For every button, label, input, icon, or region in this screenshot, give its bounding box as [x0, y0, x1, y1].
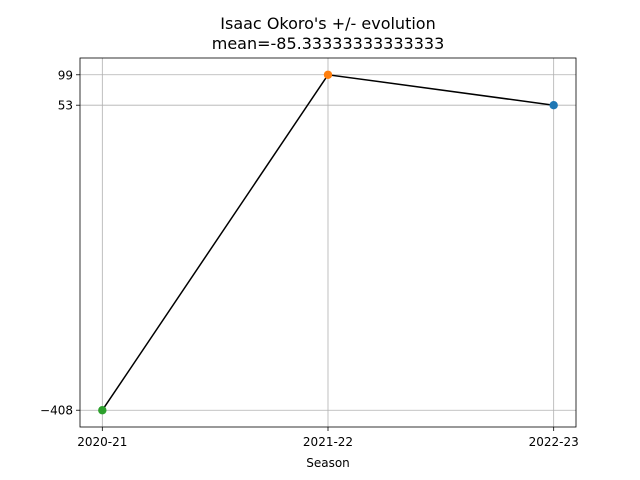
x-tick-label: 2021-22 [303, 435, 353, 449]
data-series [98, 70, 558, 415]
data-point [323, 70, 333, 79]
x-tick-label: 2020-21 [77, 435, 127, 449]
chart-title: Isaac Okoro's +/- evolution [220, 14, 435, 33]
x-axis-label: Season [306, 456, 350, 470]
y-tick-label: 99 [58, 68, 73, 82]
chart-subtitle: mean=-85.33333333333333 [212, 34, 445, 53]
x-tick-label: 2022-23 [529, 435, 579, 449]
grid-lines [80, 58, 576, 427]
y-tick-label: 53 [58, 99, 73, 113]
y-tick-label: −408 [40, 404, 73, 418]
data-point [549, 101, 558, 110]
axis-ticks: 2020-21 2021-22 2022-23 −408 53 99 [40, 68, 579, 449]
data-point [98, 406, 107, 415]
